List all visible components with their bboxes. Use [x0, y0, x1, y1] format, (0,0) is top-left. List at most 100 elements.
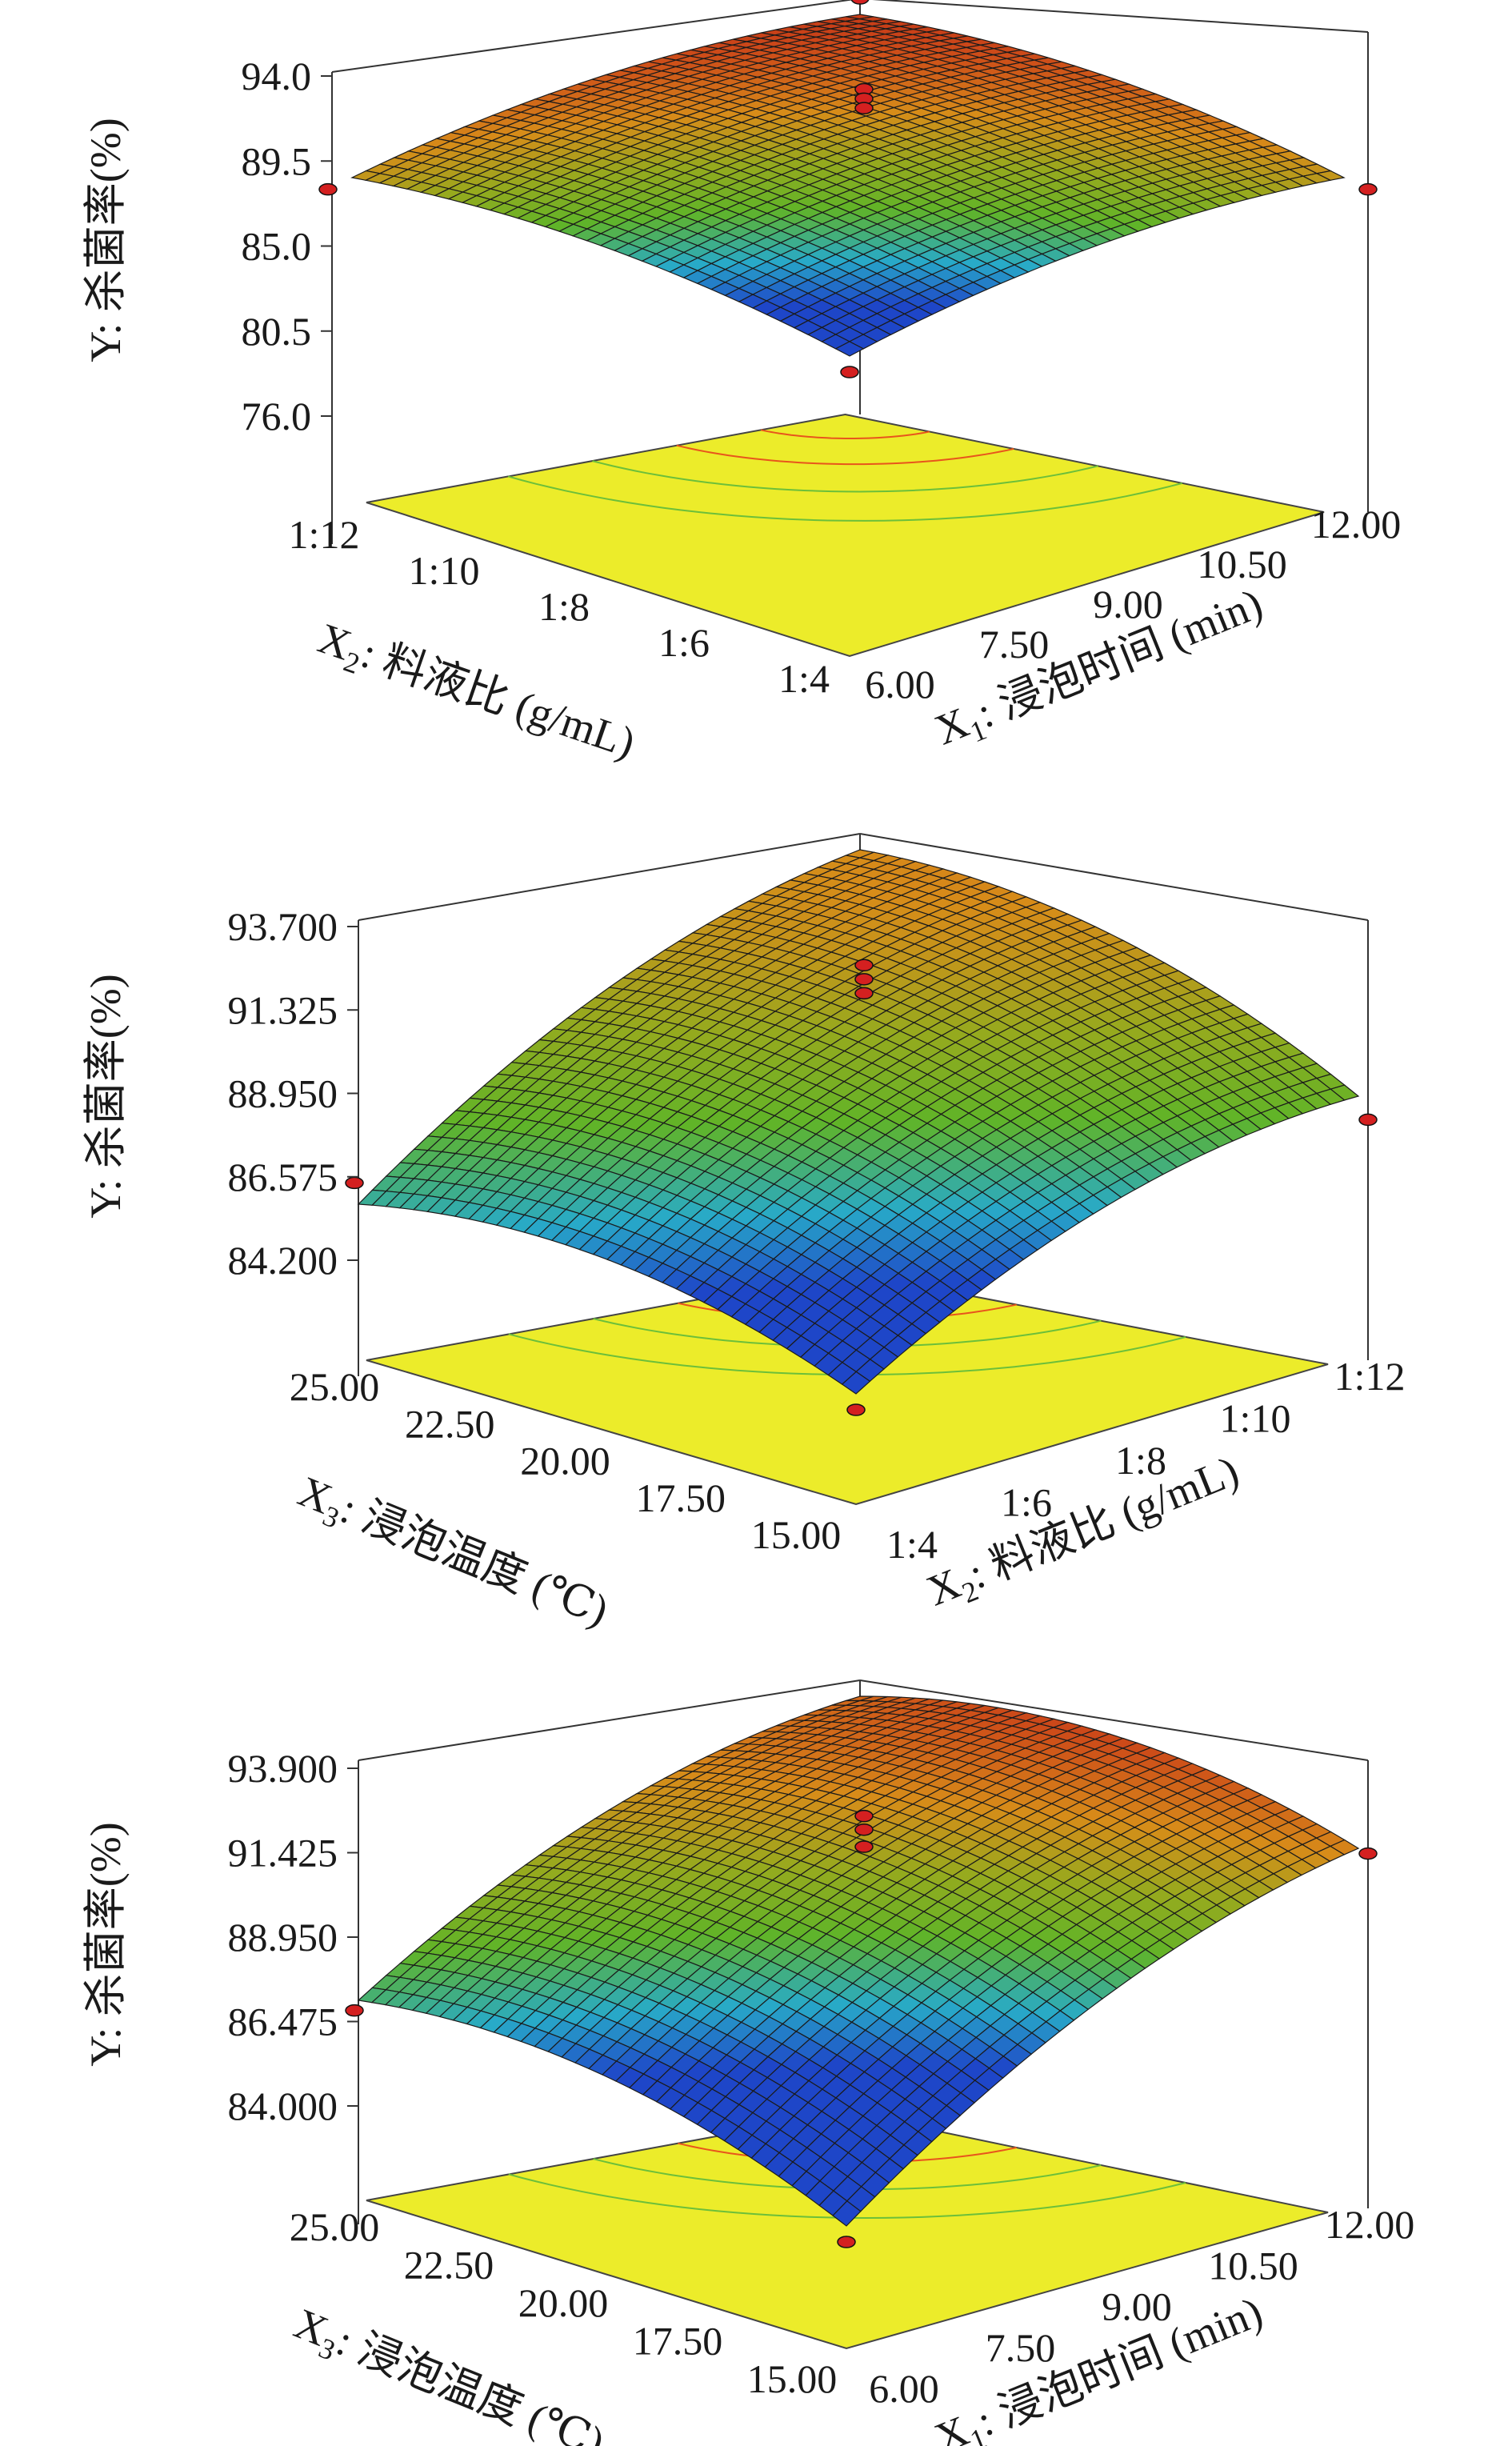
right-axis-tick-label: 1:12 [1334, 1354, 1406, 1399]
z-tick-label: 84.000 [228, 2084, 338, 2128]
contour-line [592, 460, 1098, 493]
design-points [318, 0, 1378, 378]
left-axis-tick-label: 1:8 [538, 584, 590, 629]
design-point [1358, 182, 1378, 196]
floor-plane [366, 2111, 1329, 2350]
right-axis-tick-label: 10.50 [1197, 542, 1287, 586]
left-axis-tick-label: 15.00 [751, 1512, 842, 1557]
left-axis-title-text: : 浸泡温度 (℃) [330, 2316, 611, 2446]
z-axis-ticks: 93.700 91.325 88.950 86.575 84.200 [228, 904, 358, 1283]
surface-panel-2: 93.700 91.325 88.950 86.575 84.200 Y: 杀菌率(%) 2… [82, 833, 1405, 1640]
design-point [846, 1403, 866, 1416]
surface-cell [832, 2200, 862, 2227]
left-axis-ticks: 1:12 1:10 1:8 1:6 1:4 [289, 512, 830, 701]
right-axis-tick-label: 12.00 [1311, 502, 1402, 546]
design-point [318, 182, 338, 196]
right-axis-tick-label: 1:6 [1001, 1480, 1052, 1525]
design-point [854, 1840, 874, 1853]
z-tick-label: 94.0 [242, 54, 312, 98]
z-tick-label: 91.425 [228, 1831, 338, 1876]
contour-floor [366, 413, 1325, 658]
left-axis-tick-label: 17.50 [636, 1475, 726, 1520]
right-axis-tick-label: 10.50 [1208, 2243, 1298, 2288]
z-tick-label: 93.700 [228, 904, 338, 949]
left-axis-ticks: 25.00 22.50 20.00 17.50 15.00 [290, 1364, 842, 1557]
left-axis-tick-label: 1:6 [658, 620, 710, 665]
z-tick-label: 76.0 [242, 394, 312, 438]
left-axis-title-text: : 料液比 (g/mL) [355, 629, 641, 767]
floor-plane [366, 413, 1325, 658]
left-axis-tick-label: 17.50 [633, 2319, 723, 2364]
left-axis-tick-label: 20.00 [518, 2280, 609, 2325]
surface-panel-3: 93.900 91.425 88.950 86.475 84.000 Y: 杀菌率(%) 2… [82, 1679, 1414, 2446]
contour-line [507, 475, 1183, 522]
right-axis-tick-label: 9.00 [1093, 582, 1163, 627]
right-axis-ticks: 1:4 1:6 1:8 1:10 1:12 [886, 1354, 1405, 1567]
left-axis-tick-label: 1:10 [409, 548, 480, 593]
contour-line [760, 429, 930, 439]
right-axis-tick-label: 7.50 [986, 2325, 1056, 2370]
left-axis-ticks: 25.00 22.50 20.00 17.50 15.00 [290, 2204, 838, 2401]
left-axis-tick-label: 1:12 [289, 512, 360, 557]
z-tick-label: 84.200 [228, 1238, 338, 1283]
z-axis-label: Y: 杀菌率(%) [82, 1822, 130, 2067]
left-axis-tick-label: 1:4 [778, 656, 830, 701]
z-tick-label: 91.325 [228, 987, 338, 1032]
top-left-edge [331, 0, 854, 73]
design-point [854, 1823, 874, 1836]
right-axis-tick-label: 9.00 [1102, 2284, 1172, 2329]
design-point [840, 366, 859, 378]
design-point [854, 987, 874, 1000]
design-point [850, 0, 870, 5]
design-point [1358, 1847, 1378, 1860]
left-axis-tick-label: 25.00 [290, 1364, 380, 1409]
top-right-edge [859, 1679, 1369, 1761]
z-tick-label: 80.5 [242, 309, 312, 354]
response-surface [350, 14, 1346, 357]
design-point [837, 2236, 856, 2248]
contour-line [676, 444, 1014, 466]
right-axis-tick-label: 7.50 [979, 622, 1050, 667]
right-axis-tick-label: 1:4 [886, 1522, 938, 1567]
response-surface [357, 849, 1360, 1395]
design-point [854, 102, 874, 114]
z-tick-label: 86.575 [228, 1155, 338, 1199]
z-axis-ticks: 94.0 89.5 85.0 80.5 76.0 [242, 54, 332, 438]
right-axis-ticks: 6.00 7.50 9.00 10.50 12.00 [865, 502, 1401, 707]
z-tick-label: 93.900 [228, 1746, 338, 1791]
left-axis-tick-label: 15.00 [747, 2356, 838, 2401]
design-point [854, 973, 874, 986]
surface-cell [834, 341, 865, 357]
right-axis-tick-label: 1:8 [1115, 1438, 1166, 1483]
z-tick-label: 85.0 [242, 224, 312, 269]
right-axis-ticks: 6.00 7.50 9.00 10.50 12.00 [869, 2202, 1414, 2411]
left-axis-tick-label: 22.50 [404, 2243, 494, 2288]
design-point [345, 1176, 364, 1190]
left-axis-tick-label: 22.50 [405, 1401, 495, 1446]
surface-cell [841, 1371, 871, 1395]
z-axis-label: Y: 杀菌率(%) [82, 118, 130, 362]
z-tick-label: 89.5 [242, 138, 312, 183]
top-right-edge [872, 0, 1369, 33]
right-axis-tick-label: 1:10 [1220, 1396, 1291, 1441]
top-right-edge [859, 833, 1369, 921]
right-axis-tick-label: 12.00 [1325, 2202, 1415, 2247]
z-tick-label: 88.950 [228, 1915, 338, 1960]
left-axis-tick-label: 25.00 [290, 2204, 380, 2249]
surface-panel-1: 94.0 89.5 85.0 80.5 76.0 Y: 杀菌率(%) 1:12 1:10 1:8… [82, 0, 1401, 767]
left-axis-title-text: : 浸泡温度 (℃) [334, 1484, 615, 1635]
right-axis-tick-label: 6.00 [869, 2366, 939, 2411]
z-tick-label: 86.475 [228, 2000, 338, 2044]
z-axis-ticks: 93.900 91.425 88.950 86.475 84.000 [228, 1746, 358, 2128]
design-points [345, 959, 1378, 1416]
design-points [345, 1809, 1378, 2248]
z-axis-label: Y: 杀菌率(%) [82, 974, 130, 1219]
design-point [854, 959, 874, 972]
right-axis-tick-label: 6.00 [865, 662, 935, 707]
top-left-edge [358, 1679, 861, 1761]
z-tick-label: 88.950 [228, 1071, 338, 1116]
design-point [345, 2004, 364, 2017]
left-axis-title: X3: 浸泡温度 (℃) [290, 1467, 615, 1640]
response-surface [357, 1695, 1360, 2227]
